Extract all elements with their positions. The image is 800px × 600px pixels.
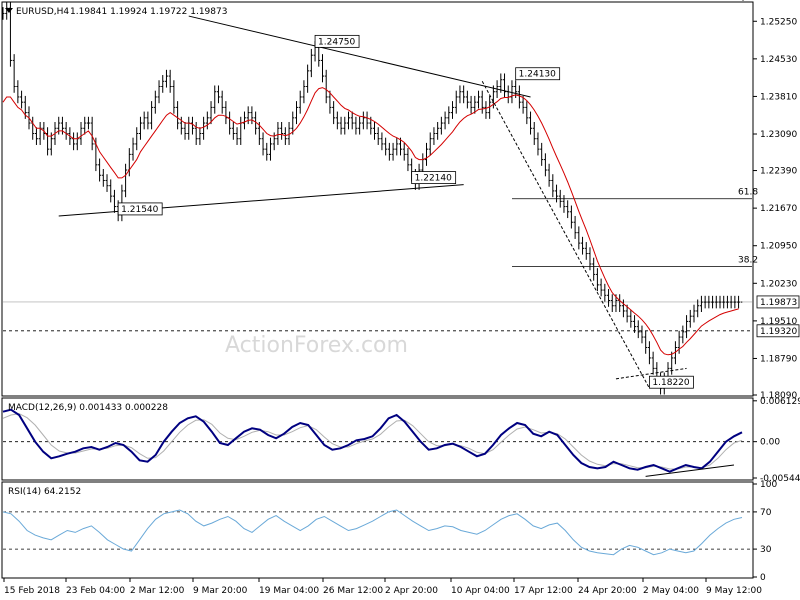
price-bars [1, 0, 744, 395]
fib-label-1: 38.2 [738, 256, 758, 266]
x-label-11: 9 May 12:00 [706, 586, 762, 596]
x-label-1: 23 Feb 04:00 [66, 586, 125, 596]
price-annotations: 1.24750 1.24130 1.22140 1.21540 1.18220 [117, 34, 694, 389]
x-label-10: 2 May 04:00 [643, 586, 699, 596]
annotation-label-3: 1.21540 [121, 205, 158, 215]
annotation-box-0 [314, 34, 360, 48]
macd-y-label-1: 0.00 [760, 438, 780, 448]
moving-average [2, 87, 739, 356]
x-label-9: 24 Apr 20:00 [578, 586, 637, 596]
price-y-label-7: 1.20230 [760, 279, 797, 289]
x-axis: 15 Feb 2018 23 Feb 04:00 2 Mar 12:00 9 Mar … [3, 578, 762, 596]
annotation-label-2: 1.22140 [415, 174, 452, 184]
fib-label-0: 61.8 [738, 188, 758, 198]
annotation-label-4: 1.18220 [652, 378, 689, 388]
chart-symbol: EURUSD,H4 [16, 7, 69, 17]
annotation-box-4 [649, 375, 694, 389]
annotation-label-1: 1.24130 [519, 70, 556, 80]
macd-y-label-2: -0.005448 [760, 474, 800, 484]
price-y-label-8: 1.19510 [760, 317, 797, 327]
ema-line [2, 87, 739, 356]
x-label-4: 19 Mar 04:00 [259, 586, 319, 596]
x-label-6: 2 Apr 20:00 [385, 586, 438, 596]
price-y-label-4: 1.22390 [760, 167, 797, 177]
annotation-box-2 [411, 171, 457, 185]
price-label-0: 1.19873 [760, 298, 797, 308]
price-labels: 1.19873 1.19320 [756, 295, 800, 338]
macd-line [2, 408, 743, 473]
price-panel-frame [1, 1, 754, 397]
price-y-label-10: 1.18090 [760, 391, 797, 401]
price-y-ticks: 1.25250 1.24530 1.23810 1.23090 1.22390 1.216… [753, 17, 797, 401]
x-label-0: 15 Feb 2018 [4, 586, 60, 596]
price-y-label-0: 1.25250 [760, 17, 797, 27]
price-y-label-3: 1.23090 [760, 130, 797, 140]
rsi-line [2, 509, 743, 556]
macd-divergence-line [645, 464, 735, 477]
rsi-panel-frame [1, 481, 754, 579]
trendline-0 [188, 15, 531, 98]
macd-panel-frame [1, 397, 754, 481]
watermark: ActionForex.com [225, 333, 408, 358]
annotation-box-3 [117, 202, 163, 216]
macd-y-label-0: 0.006129 [760, 397, 800, 407]
trendline-2 [481, 81, 650, 389]
price-label-1: 1.19320 [760, 327, 797, 337]
price-y-label-9: 1.18790 [760, 354, 797, 364]
macd-indicator: 0.006129 0.00 -0.005448 [2, 397, 800, 484]
price-y-label-6: 1.20950 [760, 242, 797, 252]
trendline-3 [615, 367, 687, 380]
annotation-label-0: 1.24750 [318, 37, 355, 47]
price-y-label-1: 1.24530 [760, 55, 797, 65]
rsi-y-label-3: 0 [760, 573, 766, 583]
chart-ohlc: 1.19841 1.19924 1.19722 1.19873 [70, 7, 227, 17]
rsi-y-label-0: 100 [760, 480, 777, 490]
price-y-label-2: 1.23810 [760, 92, 797, 102]
annotation-box-1 [515, 67, 561, 81]
x-label-8: 17 Apr 12:00 [514, 586, 573, 596]
price-y-label-5: 1.21670 [760, 204, 797, 214]
rsi-y-label-1: 70 [760, 508, 772, 518]
price-label-box-0 [756, 295, 800, 309]
price-label-box-1 [756, 324, 800, 338]
rsi-title: RSI(14) 64.2152 [8, 487, 81, 497]
x-label-3: 9 Mar 20:00 [193, 586, 248, 596]
rsi-indicator: 100 70 30 0 [2, 480, 777, 583]
rsi-y-label-2: 30 [760, 545, 772, 555]
x-label-2: 2 Mar 12:00 [130, 586, 185, 596]
macd-title: MACD(12,26,9) 0.001433 0.000228 [8, 403, 168, 413]
fibonacci-levels: 61.8 38.2 [3, 188, 758, 332]
x-label-7: 10 Apr 04:00 [451, 586, 510, 596]
x-label-5: 26 Mar 12:00 [323, 586, 383, 596]
